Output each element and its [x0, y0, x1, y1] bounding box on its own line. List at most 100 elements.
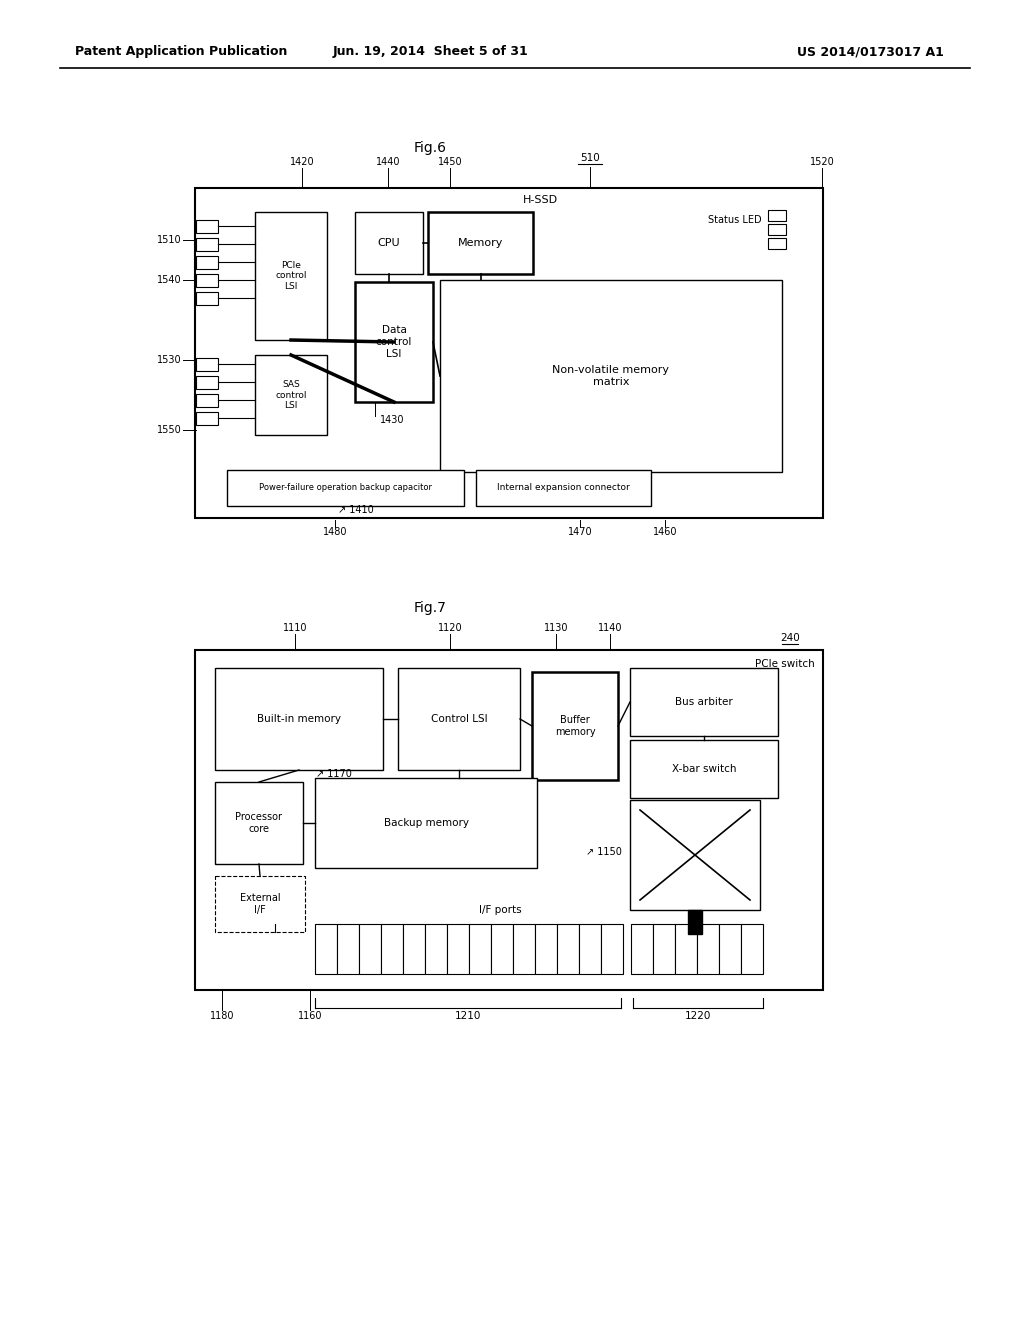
- Text: CPU: CPU: [378, 238, 400, 248]
- Bar: [768, 224, 786, 235]
- Text: Processor
core: Processor core: [236, 812, 283, 834]
- Bar: [196, 220, 218, 234]
- Bar: [447, 924, 469, 974]
- Bar: [631, 924, 653, 974]
- Text: ↗ 1410: ↗ 1410: [338, 506, 374, 515]
- Bar: [398, 668, 520, 770]
- Bar: [469, 924, 490, 974]
- Bar: [428, 213, 534, 275]
- Bar: [768, 210, 786, 220]
- Bar: [196, 256, 218, 269]
- Bar: [630, 800, 760, 909]
- Bar: [195, 649, 823, 990]
- Text: 1550: 1550: [158, 425, 182, 436]
- Text: 1130: 1130: [544, 623, 568, 634]
- Text: 1110: 1110: [283, 623, 307, 634]
- Bar: [227, 470, 464, 506]
- Bar: [255, 213, 327, 341]
- Bar: [532, 672, 618, 780]
- Text: Data
control
LSI: Data control LSI: [376, 326, 413, 359]
- Text: External
I/F: External I/F: [240, 894, 281, 915]
- Text: 1160: 1160: [298, 1011, 323, 1020]
- Text: Built-in memory: Built-in memory: [257, 714, 341, 723]
- Bar: [215, 781, 303, 865]
- Text: US 2014/0173017 A1: US 2014/0173017 A1: [797, 45, 943, 58]
- Text: Buffer
memory: Buffer memory: [555, 715, 595, 737]
- Text: Fig.6: Fig.6: [414, 141, 446, 154]
- Bar: [196, 238, 218, 251]
- Bar: [381, 924, 403, 974]
- Bar: [337, 924, 359, 974]
- Bar: [653, 924, 675, 974]
- Text: Power-failure operation backup capacitor: Power-failure operation backup capacitor: [259, 483, 432, 492]
- Text: ↗ 1150: ↗ 1150: [586, 847, 622, 857]
- Text: 510: 510: [581, 153, 600, 162]
- Text: Backup memory: Backup memory: [384, 818, 469, 828]
- Text: 1450: 1450: [437, 157, 462, 168]
- Text: Memory: Memory: [458, 238, 503, 248]
- Text: 1220: 1220: [685, 1011, 712, 1020]
- Bar: [476, 470, 651, 506]
- Text: SAS
control
LSI: SAS control LSI: [275, 380, 307, 411]
- Bar: [359, 924, 381, 974]
- Text: 1460: 1460: [652, 527, 677, 537]
- Bar: [196, 358, 218, 371]
- Bar: [355, 213, 423, 275]
- Bar: [688, 909, 702, 935]
- Text: 1520: 1520: [810, 157, 835, 168]
- Bar: [215, 668, 383, 770]
- Bar: [601, 924, 623, 974]
- Text: 1540: 1540: [158, 275, 182, 285]
- Text: 240: 240: [780, 634, 800, 643]
- Text: 1210: 1210: [455, 1011, 481, 1020]
- Bar: [741, 924, 763, 974]
- Text: Bus arbiter: Bus arbiter: [675, 697, 733, 708]
- Bar: [425, 924, 447, 974]
- Text: 1510: 1510: [158, 235, 182, 246]
- Bar: [490, 924, 513, 974]
- Text: Patent Application Publication: Patent Application Publication: [75, 45, 288, 58]
- Text: 1180: 1180: [210, 1011, 234, 1020]
- Text: Status LED: Status LED: [709, 215, 762, 224]
- Text: PCIe
control
LSI: PCIe control LSI: [275, 261, 307, 290]
- Bar: [697, 924, 719, 974]
- Bar: [196, 412, 218, 425]
- Bar: [579, 924, 601, 974]
- Text: PCIe switch: PCIe switch: [756, 659, 815, 669]
- Bar: [403, 924, 425, 974]
- Text: I/F ports: I/F ports: [478, 906, 521, 915]
- Bar: [630, 741, 778, 799]
- Bar: [196, 292, 218, 305]
- Bar: [215, 876, 305, 932]
- Text: Non-volatile memory
matrix: Non-volatile memory matrix: [553, 366, 670, 387]
- Text: 1440: 1440: [376, 157, 400, 168]
- Bar: [196, 376, 218, 389]
- Text: X-bar switch: X-bar switch: [672, 764, 736, 774]
- Bar: [195, 187, 823, 517]
- Bar: [315, 777, 537, 869]
- Bar: [675, 924, 697, 974]
- Bar: [255, 355, 327, 436]
- Text: 1480: 1480: [323, 527, 347, 537]
- Bar: [535, 924, 557, 974]
- Bar: [557, 924, 579, 974]
- Bar: [440, 280, 782, 473]
- Bar: [315, 924, 337, 974]
- Text: H-SSD: H-SSD: [522, 195, 557, 205]
- Bar: [196, 393, 218, 407]
- Bar: [355, 282, 433, 403]
- Text: 1420: 1420: [290, 157, 314, 168]
- Bar: [196, 275, 218, 286]
- Text: 1140: 1140: [598, 623, 623, 634]
- Text: ↗ 1170: ↗ 1170: [316, 770, 352, 779]
- Text: 1430: 1430: [380, 414, 404, 425]
- Bar: [719, 924, 741, 974]
- Text: Jun. 19, 2014  Sheet 5 of 31: Jun. 19, 2014 Sheet 5 of 31: [332, 45, 528, 58]
- Text: Internal expansion connector: Internal expansion connector: [497, 483, 630, 492]
- Text: 1530: 1530: [158, 355, 182, 366]
- Bar: [630, 668, 778, 737]
- Bar: [768, 238, 786, 249]
- Bar: [513, 924, 535, 974]
- Text: 1120: 1120: [437, 623, 462, 634]
- Text: Control LSI: Control LSI: [431, 714, 487, 723]
